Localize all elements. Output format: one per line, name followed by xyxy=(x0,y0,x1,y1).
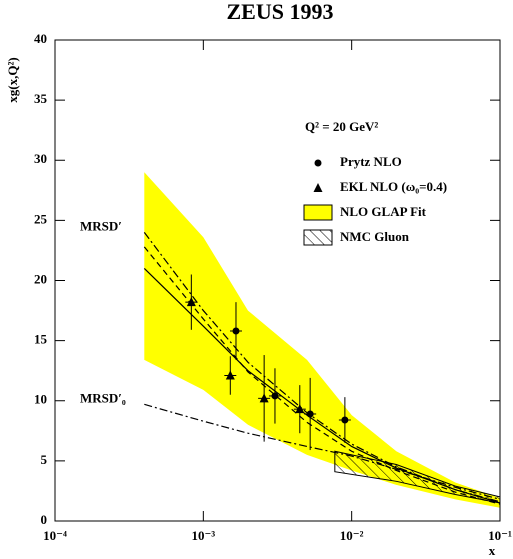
legend-label: Prytz NLO xyxy=(340,154,402,169)
y-tick-label: 20 xyxy=(34,271,47,286)
annotation: MRSD′₀ xyxy=(80,390,126,405)
point xyxy=(225,370,235,380)
y-axis-label: xg(x,Q²) xyxy=(5,57,20,102)
legend-label: NMC Gluon xyxy=(340,229,410,244)
legend-marker xyxy=(303,204,333,221)
curve xyxy=(143,232,501,503)
chart-title: ZEUS 1993 xyxy=(227,0,334,24)
band xyxy=(144,172,500,508)
plot-frame xyxy=(54,39,501,522)
point xyxy=(232,327,240,335)
x-axis-label: x xyxy=(489,543,496,558)
point xyxy=(259,393,269,403)
legend-marker xyxy=(303,229,333,246)
y-tick-label: 10 xyxy=(34,392,47,407)
y-tick-label: 40 xyxy=(34,31,47,46)
legend-title: Q² = 20 GeV² xyxy=(305,119,378,134)
y-tick-label: 0 xyxy=(41,512,48,527)
y-tick-label: 30 xyxy=(34,151,47,166)
y-tick-label: 15 xyxy=(34,332,48,347)
x-tick-label: 10⁻¹ xyxy=(488,528,512,543)
legend-marker xyxy=(314,159,322,167)
point xyxy=(341,416,349,424)
y-tick-label: 25 xyxy=(34,211,48,226)
curve xyxy=(143,246,501,505)
point xyxy=(306,410,314,418)
x-tick-label: 10⁻⁴ xyxy=(43,528,67,543)
legend-marker xyxy=(313,183,323,192)
curve xyxy=(144,403,501,500)
point xyxy=(186,297,196,307)
x-tick-label: 10⁻² xyxy=(340,528,364,543)
annotation: MRSD′ xyxy=(80,218,122,233)
point xyxy=(295,404,305,414)
y-tick-label: 5 xyxy=(41,452,48,467)
y-tick-label: 35 xyxy=(34,91,48,106)
x-tick-label: 10⁻³ xyxy=(191,528,215,543)
legend-label: EKL NLO (ω₀=0.4) xyxy=(340,179,447,194)
point xyxy=(271,392,279,400)
legend-label: NLO GLAP Fit xyxy=(340,204,427,219)
